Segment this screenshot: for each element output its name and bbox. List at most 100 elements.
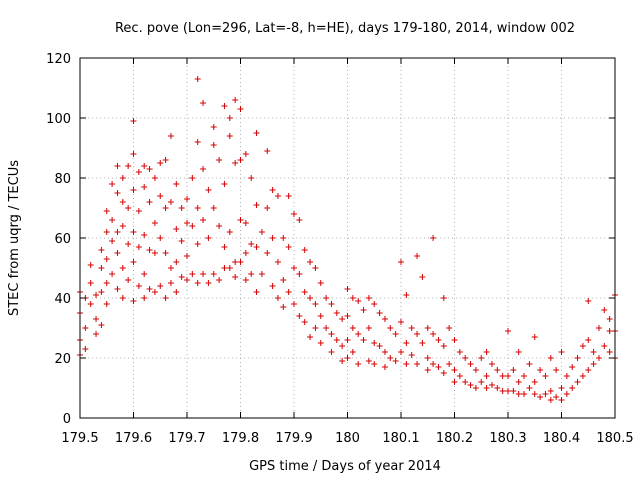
- data-point: [488, 382, 495, 388]
- data-point: [98, 289, 105, 295]
- data-point: [371, 361, 378, 367]
- data-point: [349, 325, 356, 331]
- data-point: [403, 292, 410, 298]
- data-point: [301, 319, 308, 325]
- data-point: [173, 259, 180, 265]
- data-point: [307, 334, 314, 340]
- data-point: [488, 361, 495, 367]
- data-point: [408, 325, 415, 331]
- y-tick-label: 40: [54, 292, 71, 307]
- data-point: [119, 223, 126, 229]
- data-point: [414, 361, 421, 367]
- data-point: [317, 340, 324, 346]
- data-point: [82, 325, 89, 331]
- data-point: [135, 283, 142, 289]
- data-point: [440, 370, 447, 376]
- data-point: [296, 271, 303, 277]
- data-point: [312, 325, 319, 331]
- data-point: [274, 193, 281, 199]
- data-point: [558, 385, 565, 391]
- data-point: [579, 343, 586, 349]
- data-point: [365, 358, 372, 364]
- data-point: [526, 361, 533, 367]
- y-axis-label: STEC from uqrg / TECUs: [7, 160, 22, 316]
- data-point: [253, 202, 260, 208]
- data-point: [103, 280, 110, 286]
- data-point: [349, 295, 356, 301]
- data-point: [210, 271, 217, 277]
- data-point: [531, 391, 538, 397]
- data-point: [483, 349, 490, 355]
- data-point: [114, 229, 121, 235]
- data-point: [392, 331, 399, 337]
- data-point: [424, 367, 431, 373]
- data-point: [531, 334, 538, 340]
- data-point: [595, 355, 602, 361]
- data-point: [162, 250, 169, 256]
- data-point: [98, 247, 105, 253]
- data-point: [237, 259, 244, 265]
- data-point: [221, 181, 228, 187]
- data-point: [381, 349, 388, 355]
- data-point: [221, 244, 228, 250]
- data-point: [232, 97, 239, 103]
- data-point: [451, 367, 458, 373]
- axis-ticks: [79, 57, 616, 419]
- data-point: [242, 220, 249, 226]
- x-tick-label: 179.9: [275, 431, 312, 446]
- data-point: [216, 223, 223, 229]
- data-point: [264, 250, 271, 256]
- data-point: [430, 361, 437, 367]
- data-point: [440, 343, 447, 349]
- data-point: [537, 394, 544, 400]
- data-point: [205, 187, 212, 193]
- data-point: [398, 259, 404, 265]
- data-point: [258, 229, 265, 235]
- data-point: [226, 133, 233, 139]
- data-point: [237, 217, 244, 223]
- data-point: [205, 280, 212, 286]
- data-point: [141, 163, 148, 169]
- data-point: [280, 235, 287, 241]
- data-point: [590, 361, 597, 367]
- x-tick-label: 179.5: [61, 431, 98, 446]
- data-point: [392, 358, 399, 364]
- data-point: [585, 367, 592, 373]
- data-point: [253, 244, 260, 250]
- data-point: [237, 157, 244, 163]
- data-point: [130, 229, 137, 235]
- data-point: [531, 379, 538, 385]
- data-point: [553, 394, 560, 400]
- data-point: [167, 280, 174, 286]
- data-point: [585, 337, 592, 343]
- data-point: [510, 388, 517, 394]
- data-point: [301, 247, 308, 253]
- data-point: [355, 331, 362, 337]
- data-point: [146, 247, 153, 253]
- data-point: [151, 250, 158, 256]
- data-point: [472, 367, 479, 373]
- data-point: [360, 337, 367, 343]
- data-point: [398, 319, 404, 325]
- data-point: [606, 349, 613, 355]
- data-point: [119, 199, 126, 205]
- data-point: [167, 133, 174, 139]
- data-point: [226, 265, 233, 271]
- data-point: [355, 361, 362, 367]
- data-point: [210, 142, 217, 148]
- data-point: [333, 310, 340, 316]
- data-point: [242, 277, 249, 283]
- data-point: [440, 295, 447, 301]
- data-point: [419, 340, 426, 346]
- data-point: [456, 349, 463, 355]
- data-point: [328, 331, 335, 337]
- data-point: [103, 256, 110, 262]
- data-point: [569, 385, 576, 391]
- data-point: [167, 265, 174, 271]
- data-point: [376, 310, 383, 316]
- data-point: [264, 205, 271, 211]
- data-point: [82, 346, 89, 352]
- data-point: [162, 295, 169, 301]
- data-point: [173, 289, 180, 295]
